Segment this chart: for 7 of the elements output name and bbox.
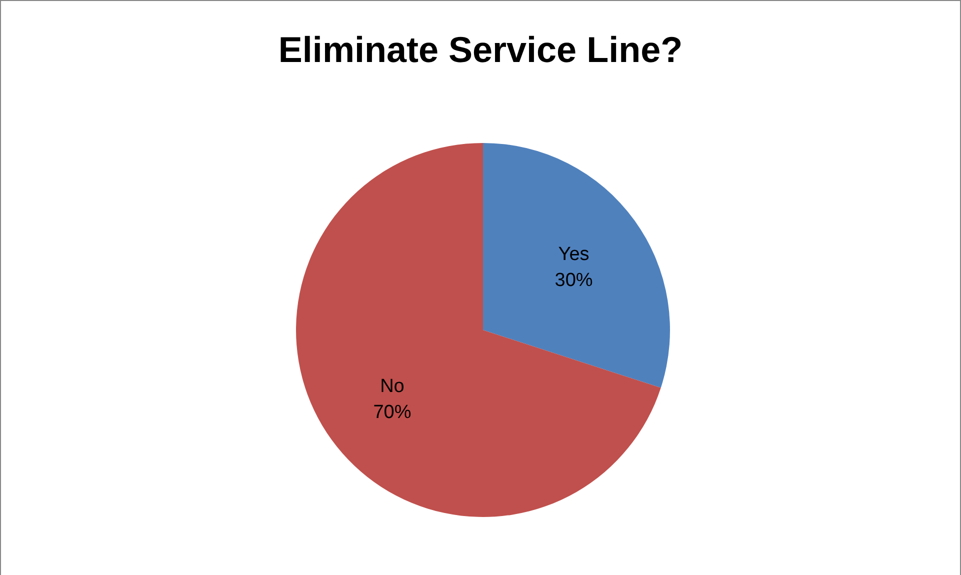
data-label: 70% <box>373 402 412 423</box>
slice-label: Yes <box>558 244 590 266</box>
data-label: 30% <box>554 270 593 292</box>
slice-label: No <box>380 376 404 397</box>
pie-slice <box>483 143 670 388</box>
chart-title: Eliminate Service Line? <box>278 29 683 70</box>
pie-slice <box>296 143 661 517</box>
